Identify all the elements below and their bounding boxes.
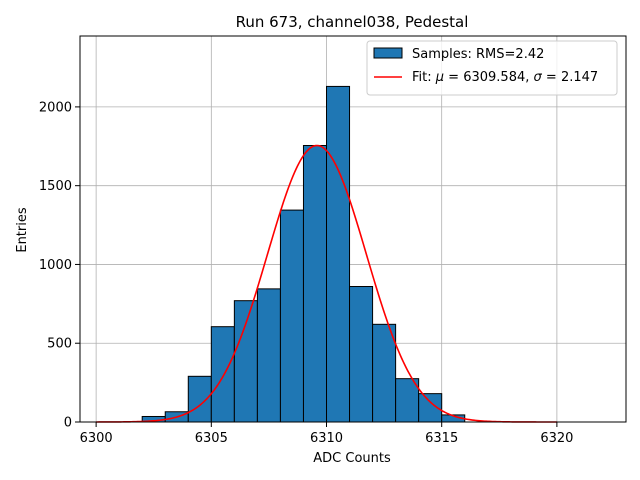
- legend-box: [366, 40, 618, 96]
- histogram-bar: [279, 209, 304, 423]
- histogram-bar: [326, 85, 351, 423]
- histogram-bar: [233, 300, 258, 423]
- histogram-bar: [210, 326, 235, 423]
- x-tick-label: 6310: [310, 431, 343, 446]
- y-tick-label: 2000: [39, 100, 72, 115]
- histogram-bar: [256, 288, 281, 423]
- legend: Samples: RMS=2.42 Fit: μ = 6309.584, σ =…: [366, 40, 618, 96]
- legend-label-samples: Samples: RMS=2.42: [412, 47, 544, 62]
- y-axis-label: Entries: [15, 207, 30, 253]
- legend-bar-swatch: [373, 47, 403, 59]
- fit-curve: [96, 144, 557, 423]
- y-tick-label: 0: [64, 416, 72, 431]
- histogram-bar: [395, 378, 420, 423]
- x-tick-label: 6315: [425, 431, 458, 446]
- axes-frame: [79, 35, 627, 423]
- histogram-bar: [372, 323, 397, 423]
- histogram-bar: [302, 144, 328, 423]
- histogram-bar: [187, 375, 212, 423]
- y-axis-ticks: 0 500 1000 1500 2000: [39, 100, 80, 431]
- histogram-bars: [141, 85, 466, 423]
- x-tick-label: 6320: [540, 431, 573, 446]
- x-axis-ticks: 6300 6305 6310 6315 6320: [80, 422, 573, 446]
- y-tick-label: 1500: [39, 179, 72, 194]
- x-tick-label: 6305: [195, 431, 228, 446]
- chart-title: Run 673, channel038, Pedestal: [236, 13, 469, 31]
- y-tick-label: 1000: [39, 258, 72, 273]
- legend-label-fit: Fit: μ = 6309.584, σ = 2.147: [412, 70, 598, 85]
- x-tick-label: 6300: [80, 431, 113, 446]
- y-tick-label: 500: [47, 337, 72, 352]
- x-axis-label: ADC Counts: [313, 451, 391, 466]
- histogram-bar: [349, 286, 374, 423]
